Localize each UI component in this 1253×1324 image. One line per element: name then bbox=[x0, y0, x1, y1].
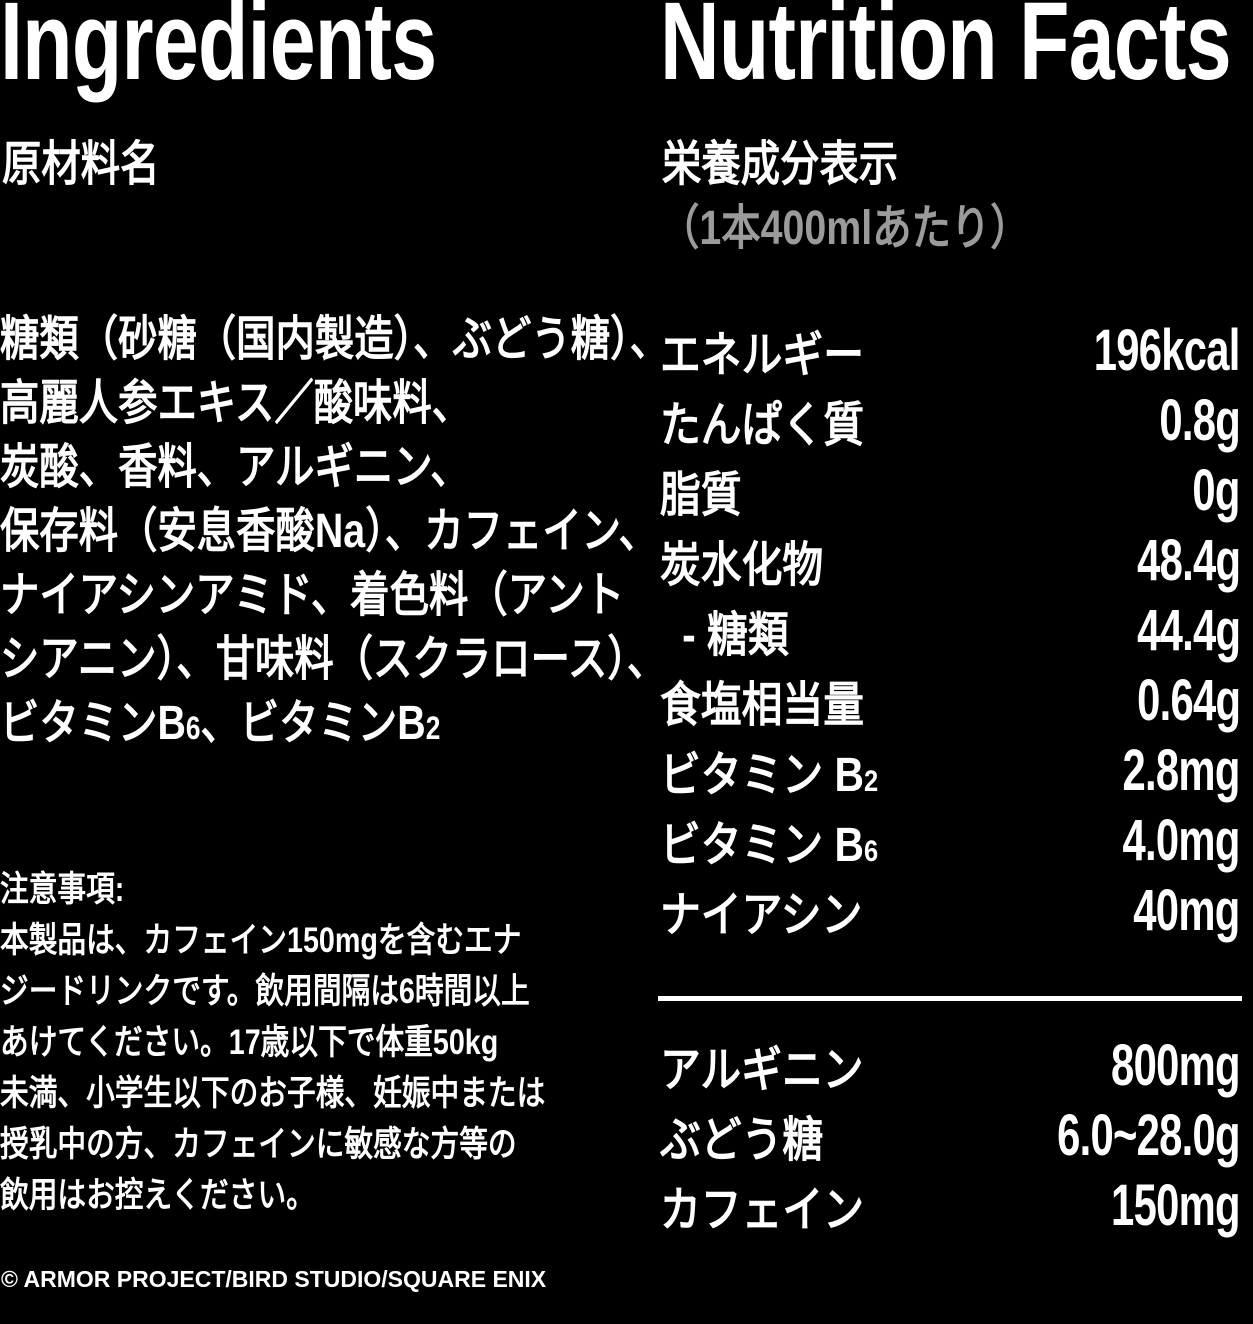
nutrient-label-text: - 糖類 bbox=[682, 609, 789, 662]
nutrient-label: ビタミン B6 bbox=[660, 805, 878, 875]
supplement-table: アルギニン 800mg ぶどう糖 6.0~28.0g カフェイン 150mg bbox=[660, 1030, 1241, 1240]
vitamin-subscript: 6 bbox=[185, 710, 201, 746]
nutrient-label: ビタミン B2 bbox=[660, 735, 878, 805]
nutrient-label-text: エネルギー bbox=[660, 329, 865, 382]
precautions-line: 本製品は、カフェイン150mgを含むエナ bbox=[0, 921, 522, 960]
ingredients-line-segment: 、ビタミンB bbox=[200, 697, 426, 750]
ingredients-list-line: ナイアシンアミド、着色料（アント bbox=[0, 569, 625, 622]
nutrition-row: 食塩相当量 0.64g bbox=[660, 665, 1241, 735]
nutrition-row: アルギニン 800mg bbox=[660, 1030, 1241, 1100]
nutrient-label-text: ぶどう糖 bbox=[660, 1114, 824, 1167]
nutrient-label-subscript: 6 bbox=[864, 835, 879, 868]
nutrition-row: ビタミン B2 2.8mg bbox=[660, 735, 1241, 805]
ingredients-list-line: シアニン）、甘味料（スクラロース）、 bbox=[0, 633, 667, 686]
nutrition-row: エネルギー 196kcal bbox=[660, 315, 1241, 385]
nutrient-value: 2.8mg bbox=[1122, 737, 1241, 803]
nutrient-value: 150mg bbox=[1111, 1172, 1240, 1238]
nutrient-value: 800mg bbox=[1111, 1032, 1240, 1098]
nutrient-value: 40mg bbox=[1133, 877, 1241, 943]
ingredients-list-line: 高麗人参エキス／酸味料、 bbox=[0, 377, 472, 430]
ingredients-line-segment: ビタミンB bbox=[0, 697, 186, 750]
precautions-heading: 注意事項: bbox=[0, 870, 125, 909]
nutrition-title: Nutrition Facts bbox=[660, 0, 1232, 103]
nutrient-label-text: たんぱく質 bbox=[660, 399, 865, 452]
nutrient-label: アルギニン bbox=[660, 1030, 864, 1100]
nutrition-divider bbox=[658, 996, 1242, 1001]
precautions-line: 飲用はお控えください。 bbox=[0, 1176, 315, 1215]
nutrient-label-text: 炭水化物 bbox=[660, 539, 824, 592]
nutrient-value: 6.0~28.0g bbox=[1057, 1102, 1240, 1168]
nutrient-value: 0.8g bbox=[1159, 387, 1240, 453]
nutrient-label-text: ナイアシン bbox=[660, 889, 863, 942]
nutrition-row: ぶどう糖 6.0~28.0g bbox=[660, 1100, 1241, 1170]
nutrient-label-text: ビタミン B bbox=[660, 749, 865, 802]
ingredients-list-line: 保存料（安息香酸Na）、カフェイン、 bbox=[0, 505, 659, 558]
serving-size-note: （1本400mlあたり） bbox=[660, 202, 1030, 255]
nutrient-value: 44.4g bbox=[1136, 597, 1241, 663]
nutrient-label: ナイアシン bbox=[660, 875, 862, 945]
nutrient-label-text: アルギニン bbox=[660, 1044, 864, 1097]
nutrient-label: 食塩相当量 bbox=[660, 665, 864, 735]
vitamin-subscript: 2 bbox=[425, 710, 441, 746]
ingredients-title: Ingredients bbox=[0, 0, 437, 103]
nutrient-label: 脂質 bbox=[660, 455, 742, 525]
nutrition-row: たんぱく質 0.8g bbox=[660, 385, 1241, 455]
precautions-section: 注意事項: 本製品は、カフェイン150mgを含むエナ ジードリンクです。飲用間隔… bbox=[0, 864, 545, 1221]
nutrition-row: 脂質 0g bbox=[660, 455, 1241, 525]
ingredients-list-line: 糖類（砂糖（国内製造）、ぶどう糖）、 bbox=[0, 313, 670, 366]
ingredients-list: 糖類（砂糖（国内製造）、ぶどう糖）、 高麗人参エキス／酸味料、 炭酸、香料、アル… bbox=[0, 308, 669, 760]
nutrient-label-text: ビタミン B bbox=[660, 819, 865, 872]
nutrition-row: ナイアシン 40mg bbox=[660, 875, 1241, 945]
nutrient-value: 196kcal bbox=[1094, 317, 1241, 383]
ingredients-list-line: ビタミンB6、ビタミンB2 bbox=[0, 692, 669, 760]
nutrition-table: エネルギー 196kcal たんぱく質 0.8g 脂質 0g 炭水化物 48.4… bbox=[660, 315, 1241, 945]
nutrition-row: - 糖類 44.4g bbox=[660, 595, 1241, 665]
precautions-line: 未満、小学生以下のお子様、妊娠中または bbox=[0, 1074, 546, 1113]
nutrient-label: ぶどう糖 bbox=[660, 1100, 823, 1170]
nutrient-label: エネルギー bbox=[660, 315, 864, 385]
nutrient-label-text: カフェイン bbox=[660, 1184, 865, 1237]
ingredients-subtitle-ja: 原材料名 bbox=[2, 138, 160, 191]
ingredients-list-line: 炭酸、香料、アルギニン、 bbox=[0, 441, 470, 494]
nutrient-value: 0.64g bbox=[1136, 667, 1241, 733]
nutrition-row: カフェイン 150mg bbox=[660, 1170, 1241, 1240]
precautions-line: あけてください。17歳以下で体重50kg bbox=[0, 1023, 499, 1062]
nutrient-label-text: 脂質 bbox=[660, 469, 742, 522]
nutrient-label: たんぱく質 bbox=[660, 385, 864, 455]
nutrient-label-subscript: 2 bbox=[864, 765, 879, 798]
nutrient-label: カフェイン bbox=[660, 1170, 864, 1240]
nutrition-row: ビタミン B6 4.0mg bbox=[660, 805, 1241, 875]
nutrient-value: 4.0mg bbox=[1122, 807, 1241, 873]
nutrient-value: 48.4g bbox=[1136, 527, 1241, 593]
nutrition-row: 炭水化物 48.4g bbox=[660, 525, 1241, 595]
nutrient-label: - 糖類 bbox=[660, 595, 789, 665]
precautions-line: ジードリンクです。飲用間隔は6時間以上 bbox=[0, 972, 530, 1011]
precautions-line: 授乳中の方、カフェインに敏感な方等の bbox=[0, 1125, 517, 1164]
nutrient-value: 0g bbox=[1192, 457, 1241, 523]
nutrient-label: 炭水化物 bbox=[660, 525, 823, 595]
copyright-text: © ARMOR PROJECT/BIRD STUDIO/SQUARE ENIX bbox=[1, 1266, 547, 1292]
nutrition-subtitle-ja: 栄養成分表示 bbox=[662, 138, 899, 191]
nutrient-label-text: 食塩相当量 bbox=[660, 679, 865, 732]
